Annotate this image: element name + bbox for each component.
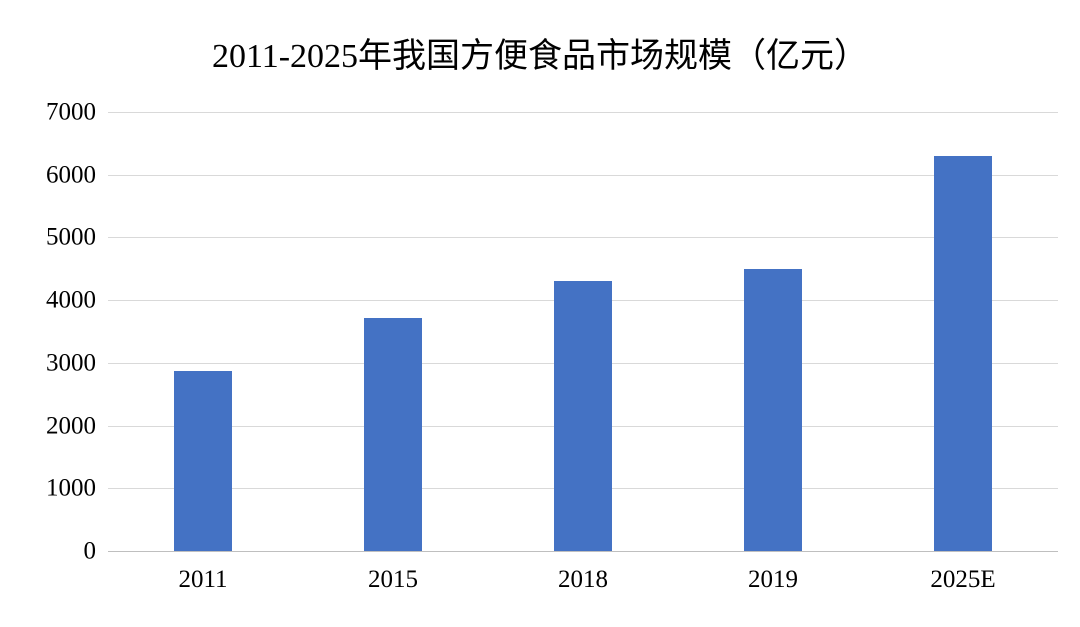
gridline-5000 — [108, 237, 1058, 239]
bar-2019 — [744, 268, 802, 551]
y-tick-label-5000: 5000 — [46, 223, 96, 251]
bar-2018 — [554, 281, 612, 551]
y-tick-label-2000: 2000 — [46, 412, 96, 440]
plot-area — [108, 112, 1058, 552]
gridline-7000 — [108, 112, 1058, 113]
bar-2011 — [174, 370, 232, 551]
x-category-label-2011: 2011 — [178, 566, 228, 593]
x-axis-category-labels: 2011 2015 2018 2019 2025E — [108, 566, 1058, 596]
y-tick-label-1000: 1000 — [46, 474, 96, 502]
y-tick-label-0: 0 — [83, 537, 97, 565]
bar-2025E — [934, 155, 992, 551]
chart-title: 2011-2025年我国方便食品市场规模（亿元） — [211, 38, 869, 75]
x-category-label-2019: 2019 — [748, 566, 798, 593]
y-tick-label-3000: 3000 — [46, 349, 96, 377]
y-tick-label-6000: 6000 — [46, 161, 96, 189]
x-category-label-2018: 2018 — [558, 566, 608, 593]
bar-2015 — [364, 317, 422, 551]
x-category-label-2025E: 2025E — [930, 566, 996, 593]
y-tick-label-7000: 7000 — [46, 98, 96, 126]
y-axis-tick-labels: 0 1000 2000 3000 4000 5000 6000 7000 — [0, 100, 96, 564]
gridline-6000 — [108, 174, 1058, 176]
x-category-label-2015: 2015 — [368, 566, 418, 593]
y-tick-label-4000: 4000 — [46, 286, 96, 314]
